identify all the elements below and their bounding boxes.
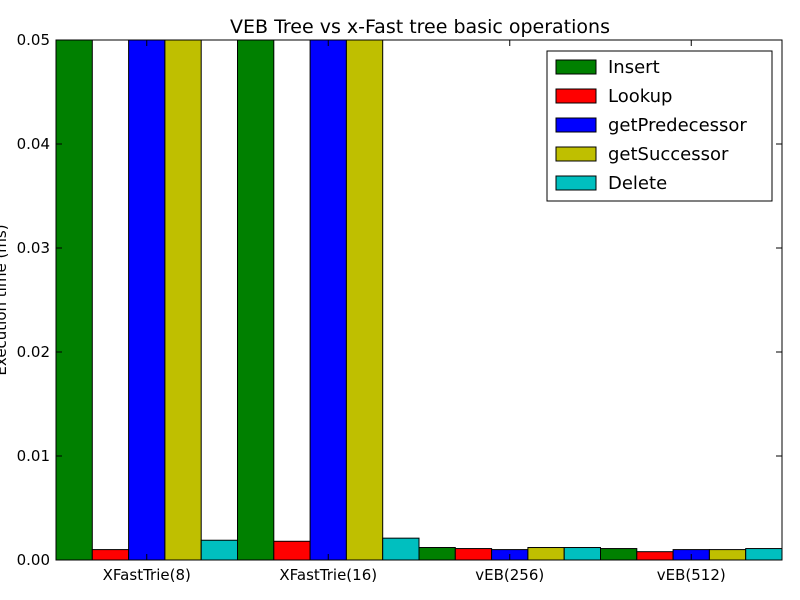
y-tick-label: 0.03 [17, 239, 50, 257]
y-tick-label: 0.02 [17, 343, 50, 361]
x-tick-label: vEB(256) [475, 566, 544, 584]
bar-insert-4 [600, 548, 638, 561]
bar-insert-1 [55, 39, 93, 561]
bar-getsuccessor-3 [527, 547, 565, 561]
legend-label-getsuccessor: getSuccessor [608, 144, 729, 165]
bar-getsuccessor-2 [345, 39, 384, 561]
legend-label-insert: Insert [608, 57, 660, 78]
bar-getsuccessor-1 [164, 39, 202, 561]
bar-lookup-4 [636, 551, 674, 561]
x-tick-label: XFastTrie(8) [103, 566, 191, 584]
legend-swatch-getpredecessor [555, 117, 597, 133]
bar-delete-3 [563, 547, 602, 561]
chart-title: VEB Tree vs x-Fast tree basic operations [230, 16, 610, 38]
x-tick-label: vEB(512) [657, 566, 726, 584]
bar-getpredecessor-2 [309, 39, 347, 561]
y-tick-label: 0.05 [17, 31, 50, 49]
bar-getpredecessor-1 [128, 39, 166, 561]
legend-swatch-getsuccessor [555, 146, 597, 162]
legend-swatch-insert [555, 59, 597, 75]
axis-ticks-group: 0.00 0.01 0.02 0.03 0.04 0.05 XFastTrie(8) XFas… [17, 31, 782, 584]
bars-group [55, 39, 783, 561]
bar-insert-2 [237, 39, 275, 561]
y-tick-label: 0.04 [17, 135, 50, 153]
y-tick-label: 0.00 [17, 551, 50, 569]
bar-lookup-3 [454, 548, 493, 561]
bar-lookup-1 [91, 549, 130, 561]
bar-lookup-2 [273, 540, 311, 561]
legend-label-getpredecessor: getPredecessor [608, 115, 747, 136]
plot-area-frame [55, 39, 783, 561]
bar-insert-3 [418, 547, 456, 561]
legend-swatch-lookup [555, 88, 597, 104]
x-tick-label: XFastTrie(16) [279, 566, 377, 584]
bar-delete-2 [382, 537, 420, 561]
legend: Insert Lookup getPredecessor getSuccessor De… [546, 50, 773, 202]
bar-delete-1 [200, 539, 238, 561]
bar-delete-4 [745, 548, 783, 561]
bar-getsuccessor-4 [708, 549, 747, 561]
legend-swatch-delete [555, 175, 597, 191]
legend-label-delete: Delete [608, 173, 667, 194]
legend-label-lookup: Lookup [608, 86, 672, 107]
y-tick-label: 0.01 [17, 447, 50, 465]
y-axis-label: Execution time (ms) [0, 224, 10, 375]
